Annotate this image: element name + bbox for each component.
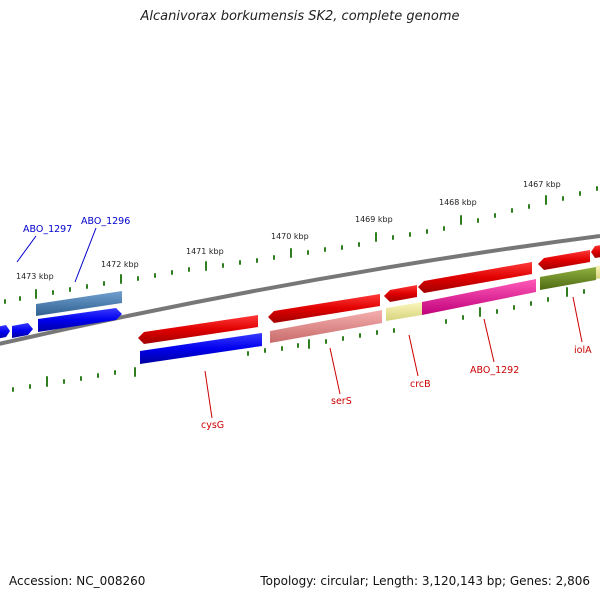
gene-right-edge-arrow[interactable] — [591, 245, 600, 258]
kbp-label-1471: 1471 kbp — [186, 247, 224, 256]
gene-label-sers: serS — [331, 396, 352, 407]
genome-title: Alcanivorax borkumensis SK2, complete ge… — [140, 9, 460, 24]
kbp-label-1470: 1470 kbp — [271, 232, 309, 241]
kbp-label-1473: 1473 kbp — [16, 272, 54, 281]
leader-iola — [572, 296, 583, 343]
gene-abo-1292-reverse-arrow[interactable] — [422, 279, 536, 315]
inner-tick-row — [12, 287, 585, 392]
kbp-label-1468: 1468 kbp — [439, 198, 477, 207]
leader-cysg — [204, 370, 213, 419]
gene-right-yellow-fragment[interactable] — [596, 265, 600, 279]
gene-label-crcb: crcB — [410, 379, 431, 390]
gene-cysg-reverse-arrow[interactable] — [140, 333, 262, 364]
gene-iola-reverse-arrow[interactable] — [540, 267, 596, 290]
gene-crcb-arrow[interactable] — [384, 285, 417, 302]
topology-text: Topology: circular; Length: 3,120,143 bp… — [260, 574, 590, 588]
kbp-label-1467: 1467 kbp — [523, 180, 561, 189]
gene-left-fragment-2[interactable] — [12, 323, 33, 338]
leader-abo-1296 — [74, 227, 97, 283]
gene-crcb-reverse-arrow[interactable] — [386, 302, 422, 321]
gene-abo-1297-arrow[interactable] — [38, 308, 122, 332]
gene-sers-reverse-arrow[interactable] — [270, 310, 382, 343]
gene-sers-arrow[interactable] — [268, 294, 380, 323]
outer-tick-row — [4, 186, 598, 304]
gene-iola-arrow[interactable] — [538, 250, 590, 270]
leader-abo-1292 — [483, 318, 495, 363]
genome-backbone — [0, 234, 600, 346]
gene-left-fragment-1[interactable] — [0, 325, 10, 339]
gene-abo-1296-arrow[interactable] — [36, 291, 122, 316]
gene-label-abo-1296: ABO_1296 — [81, 216, 130, 227]
kbp-label-1472: 1472 kbp — [101, 260, 139, 269]
leader-abo-1297 — [16, 235, 37, 263]
gene-label-iola: iolA — [574, 345, 592, 356]
gene-label-abo-1297: ABO_1297 — [23, 224, 72, 235]
leader-sers — [329, 347, 341, 395]
leader-crcb — [408, 334, 419, 377]
gene-label-abo-1292: ABO_1292 — [470, 365, 519, 376]
gene-cysg-arrow[interactable] — [138, 315, 258, 344]
accession-text: Accession: NC_008260 — [9, 574, 146, 588]
gene-abo-1292-arrow[interactable] — [418, 262, 532, 293]
kbp-label-1469: 1469 kbp — [355, 215, 393, 224]
gene-label-cysg: cysG — [201, 420, 224, 431]
